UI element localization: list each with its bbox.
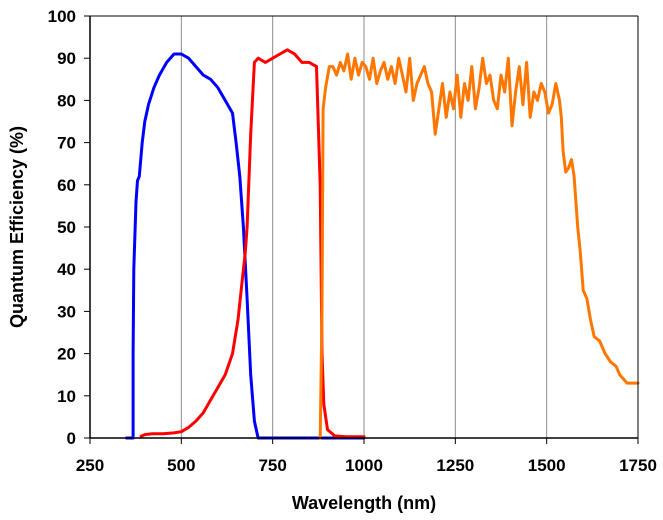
x-tick-label-750: 750 [258, 456, 286, 475]
y-tick-label-40: 40 [57, 260, 76, 279]
x-tick-label-1000: 1000 [345, 456, 383, 475]
x-tick-label-1500: 1500 [528, 456, 566, 475]
y-tick-label-50: 50 [57, 218, 76, 237]
y-tick-label-90: 90 [57, 49, 76, 68]
y-tick-label-80: 80 [57, 91, 76, 110]
axes [84, 15, 639, 444]
y-tick-labels: 0 10 20 30 40 50 60 70 80 90 100 [48, 7, 76, 448]
x-tick-label-250: 250 [76, 456, 104, 475]
x-tick-label-1750: 1750 [619, 456, 657, 475]
x-tick-label-500: 500 [167, 456, 195, 475]
series-line-3 [318, 52, 640, 440]
y-tick-label-60: 60 [57, 176, 76, 195]
y-tick-label-10: 10 [57, 387, 76, 406]
x-tick-label-1250: 1250 [436, 456, 474, 475]
y-axis-title: Quantum Efficiency (%) [7, 126, 27, 328]
y-tick-label-70: 70 [57, 134, 76, 153]
y-tick-label-30: 30 [57, 302, 76, 321]
y-tick-label-20: 20 [57, 345, 76, 364]
y-tick-label-0: 0 [67, 429, 76, 448]
y-tick-label-100: 100 [48, 7, 76, 26]
x-axis-title: Wavelength (nm) [292, 493, 436, 513]
x-tick-labels: 250 500 750 1000 1250 1500 1750 [76, 456, 657, 475]
